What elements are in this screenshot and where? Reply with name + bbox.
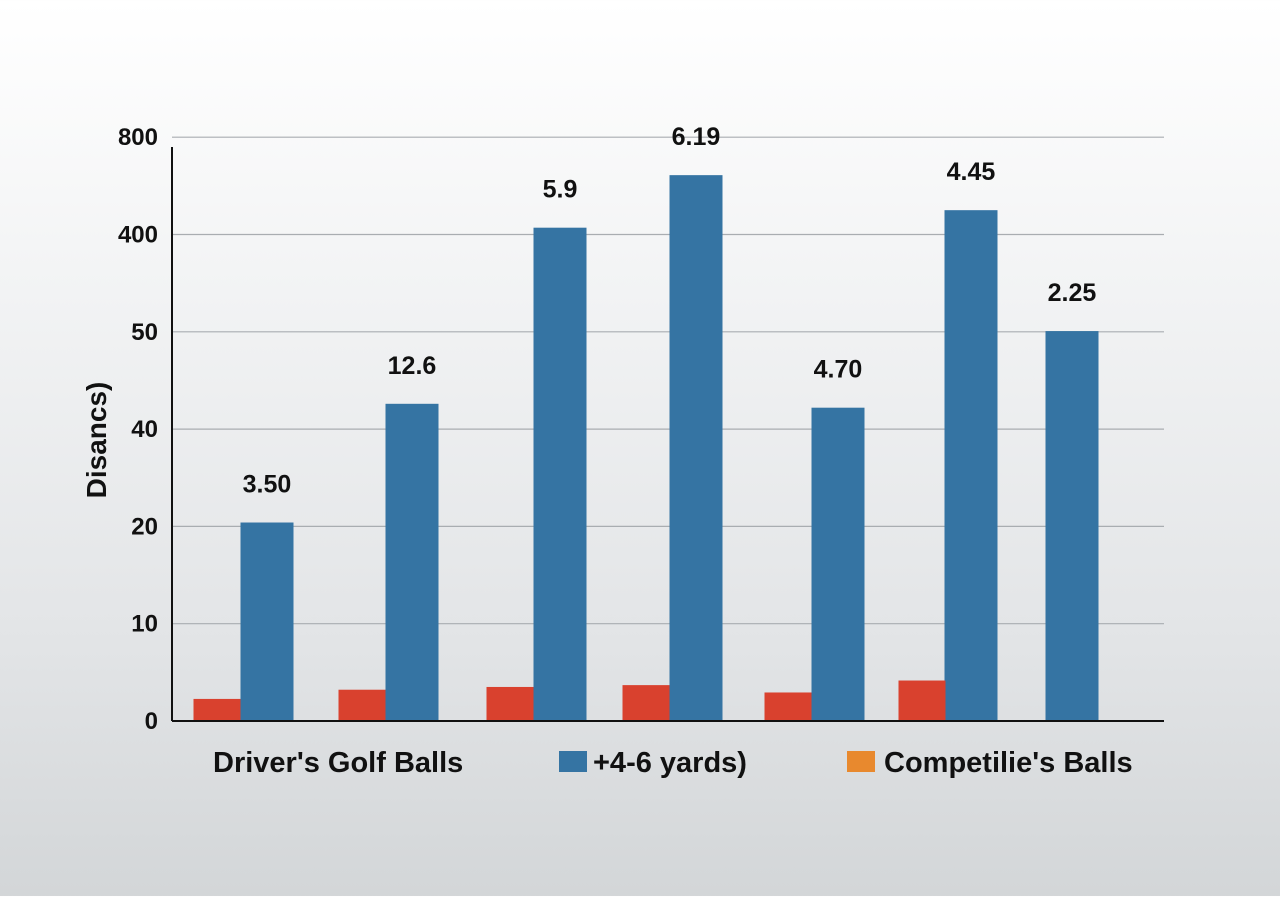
bar-series-1 <box>944 210 998 722</box>
data-label: 12.6 <box>388 352 437 380</box>
bar-series-2 <box>898 680 946 721</box>
y-tick-label: 20 <box>131 513 158 540</box>
legend: Driver's Golf Balls +4-6 yards) Competil… <box>213 747 1133 779</box>
data-label: 4.45 <box>947 158 996 186</box>
y-tick-label: 0 <box>145 708 158 735</box>
data-label: 5.9 <box>543 176 578 204</box>
legend-title: Driver's Golf Balls <box>213 747 463 779</box>
y-axis-label: Disancs) <box>81 382 112 499</box>
bar-series-2 <box>338 689 386 721</box>
bar-series-1 <box>811 407 865 721</box>
y-axis-ticks: 800 400 50 40 20 10 0 <box>118 124 158 735</box>
data-label: 3.50 <box>243 471 292 499</box>
legend-swatch-series-1 <box>559 751 587 772</box>
data-labels: 3.50 12.6 5.9 6.19 4.70 4.45 2.25 <box>243 123 1097 498</box>
bars <box>193 175 1099 722</box>
data-label: 6.19 <box>672 123 721 151</box>
y-tick-label: 10 <box>131 611 158 638</box>
y-tick-label: 40 <box>131 416 158 443</box>
bar-series-2 <box>764 692 812 721</box>
bar-series-2 <box>193 698 241 721</box>
data-label: 2.25 <box>1048 279 1097 307</box>
gridlines <box>172 136 1164 722</box>
legend-label-series-1: +4-6 yards) <box>593 747 747 779</box>
bar-series-1 <box>669 175 723 722</box>
bar-series-1 <box>385 403 439 721</box>
legend-swatch-series-2 <box>847 751 875 772</box>
bar-series-1 <box>1045 331 1099 721</box>
bar-series-2 <box>622 685 670 721</box>
bar-series-1 <box>533 227 587 721</box>
y-tick-label: 800 <box>118 124 158 151</box>
data-label: 4.70 <box>814 356 863 384</box>
bar-series-2 <box>486 686 534 721</box>
bar-series-1 <box>240 522 294 721</box>
legend-label-series-2: Competilie's Balls <box>884 747 1133 779</box>
y-tick-label: 50 <box>131 319 158 346</box>
y-tick-label: 400 <box>118 222 158 249</box>
